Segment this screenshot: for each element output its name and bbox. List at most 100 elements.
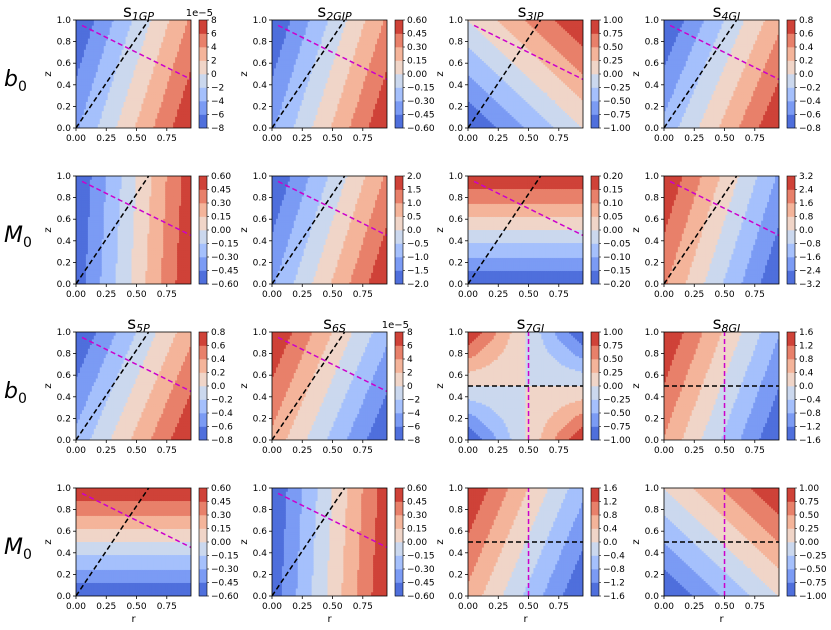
colorbar-tick-label: −0.45 xyxy=(211,579,239,589)
y-tick-label: 0.0 xyxy=(57,124,72,134)
y-tick-label: 0.2 xyxy=(253,102,267,112)
colorbar-tick-label: −1.00 xyxy=(603,124,631,134)
panel-title: s2GIP xyxy=(317,2,352,23)
axes-frame xyxy=(75,19,192,129)
black-dashed-line xyxy=(76,20,150,128)
colorbar-tick-label: 1.00 xyxy=(603,16,623,26)
panel-s3IP-M0: 0.00 0.25 0.50 0.750.00.20.40.60.81.0z0.200… xyxy=(435,172,631,300)
axes-frame xyxy=(467,487,584,597)
panel-title: s6S xyxy=(323,314,346,335)
x-tick-label: 0.00 xyxy=(262,134,282,144)
contour-fill xyxy=(468,20,583,128)
panel-title: s5P xyxy=(127,314,150,335)
contour-fill xyxy=(76,332,191,440)
panel-title: s3IP xyxy=(518,2,544,23)
x-tick-label: 0.75 xyxy=(745,290,765,300)
contour-fill xyxy=(76,176,191,284)
x-tick-label: 0.75 xyxy=(549,290,569,300)
y-axis-label: z xyxy=(43,539,54,544)
x-tick-label: 0.75 xyxy=(157,602,177,612)
colorbar: 8 6 4 2 0 −2 −4 −6 −8 1e−5 xyxy=(186,8,225,134)
x-tick-label: 0.00 xyxy=(654,134,674,144)
panel-title: s4GI xyxy=(713,2,741,23)
y-tick-label: 0.8 xyxy=(645,38,660,48)
y-tick-label: 0.4 xyxy=(253,549,268,559)
colorbar-tick-label: −0.50 xyxy=(603,97,631,107)
colorbar: 0.60 0.45 0.30 0.15 0.00 −0.15 −0.30 −0.45 −0.60 xyxy=(198,484,239,602)
x-tick-label: 0.00 xyxy=(262,446,282,456)
x-tick-label: 0.50 xyxy=(715,134,735,144)
panel-title: s8GI xyxy=(713,314,741,335)
y-tick-label: 0.8 xyxy=(645,506,660,516)
y-axis-label: z xyxy=(43,227,54,232)
axes-frame xyxy=(663,19,780,129)
colorbar-tick-label: 0.4 xyxy=(799,369,814,379)
contour-fill xyxy=(272,332,387,440)
colorbar-tick-label: 0.0 xyxy=(407,226,422,236)
colorbar-tick-label: −0.15 xyxy=(407,84,435,94)
y-tick-label: 0.0 xyxy=(253,592,268,602)
y-tick-label: 0.0 xyxy=(645,280,660,290)
colorbar-tick-label: −8 xyxy=(407,436,421,446)
panel-title: s1GP xyxy=(123,2,154,23)
colorbar: 0.20 0.15 0.10 0.05 0.00 −0.05 −0.10 −0.15 −0.20 xyxy=(590,172,631,290)
colorbar-exponent: 1e−5 xyxy=(186,8,213,19)
x-tick-label: 0.50 xyxy=(323,446,343,456)
row-label: M0 xyxy=(4,223,32,251)
y-tick-label: 1.0 xyxy=(57,172,72,182)
colorbar-tick-label: −6 xyxy=(211,111,225,121)
y-tick-label: 1.0 xyxy=(57,328,72,338)
y-tick-label: 0.8 xyxy=(253,350,268,360)
magenta-dashed-line xyxy=(277,492,387,549)
x-tick-label: 0.00 xyxy=(458,134,478,144)
y-tick-label: 0.0 xyxy=(449,592,464,602)
colorbar-tick-label: 0 xyxy=(407,382,413,392)
colorbar-tick-label: −0.25 xyxy=(603,396,631,406)
colorbar-tick-label: −0.50 xyxy=(603,409,631,419)
y-tick-label: 0.2 xyxy=(253,570,267,580)
x-tick-label: 0.50 xyxy=(715,290,735,300)
y-axis-label: z xyxy=(239,71,250,76)
colorbar-tick-label: −0.8 xyxy=(799,409,821,419)
axes-frame xyxy=(271,331,388,441)
x-tick-label: 0.00 xyxy=(262,602,282,612)
colorbar: 0.60 0.45 0.30 0.15 0.00 −0.15 −0.30 −0.45 −0.60 xyxy=(394,16,435,134)
panel-s8GI-b0: 0.00 0.25 0.50 0.75 0.0 0.2 0.4 0.6 0.8 1.0 z s8GI 1… xyxy=(631,314,821,456)
colorbar-tick-label: −3.2 xyxy=(799,280,821,290)
colorbar-tick-label: −0.4 xyxy=(211,409,233,419)
panel-s5P-b0: 0.00 0.25 0.50 0.75 0.0 0.2 0.4 0.6 0.8 1.0 z s5P 0.… xyxy=(43,314,233,456)
y-tick-label: 0.6 xyxy=(253,371,268,381)
y-tick-label: 1.0 xyxy=(253,172,268,182)
colorbar-tick-label: 1.00 xyxy=(799,484,819,494)
x-tick-label: 0.50 xyxy=(519,446,539,456)
y-tick-label: 0.0 xyxy=(449,280,464,290)
x-tick-label: 0.50 xyxy=(519,602,539,612)
colorbar-tick-label: 0.0 xyxy=(799,382,814,392)
colorbar-tick-label: 0.05 xyxy=(603,213,623,223)
magenta-dashed-line xyxy=(669,180,779,237)
colorbar-tick-label: −6 xyxy=(407,423,421,433)
x-tick-label: 0.50 xyxy=(519,134,539,144)
colorbar-tick-label: −0.5 xyxy=(407,240,429,250)
y-tick-label: 0.0 xyxy=(449,124,464,134)
colorbar-tick-label: 2.4 xyxy=(799,186,814,196)
y-tick-label: 0.4 xyxy=(645,393,660,403)
panel-s7GI-b0: 0.00 0.25 0.50 0.75 0.0 0.2 0.4 0.6 0.8 1.0 z s7GI 1… xyxy=(435,314,631,456)
magenta-dashed-line xyxy=(473,180,583,237)
colorbar: 2.0 1.5 1.0 0.5 0.0 −0.5 −1.0 −1.5 −2.0 xyxy=(394,172,429,290)
x-tick-label: 0.75 xyxy=(353,134,373,144)
black-dashed-line xyxy=(76,488,150,596)
panel-s4GI-M0: 0.00 0.25 0.50 0.75 0.0 0.2 0.4 0.6 0.8 1.0 z 3.2 2.… xyxy=(631,172,821,300)
y-tick-label: 0.8 xyxy=(449,194,464,204)
colorbar-tick-label: −2 xyxy=(211,84,224,94)
colorbar-tick-label: 0.30 xyxy=(211,511,231,521)
contour-fill xyxy=(468,488,583,596)
colorbar-tick-label: 0.00 xyxy=(603,70,623,80)
y-tick-label: 0.2 xyxy=(253,414,267,424)
y-tick-label: 0.6 xyxy=(645,371,660,381)
colorbar-tick-label: 0.8 xyxy=(799,355,814,365)
y-tick-label: 0.0 xyxy=(645,436,660,446)
x-tick-label: 0.25 xyxy=(292,290,312,300)
x-tick-label: 0.00 xyxy=(458,602,478,612)
